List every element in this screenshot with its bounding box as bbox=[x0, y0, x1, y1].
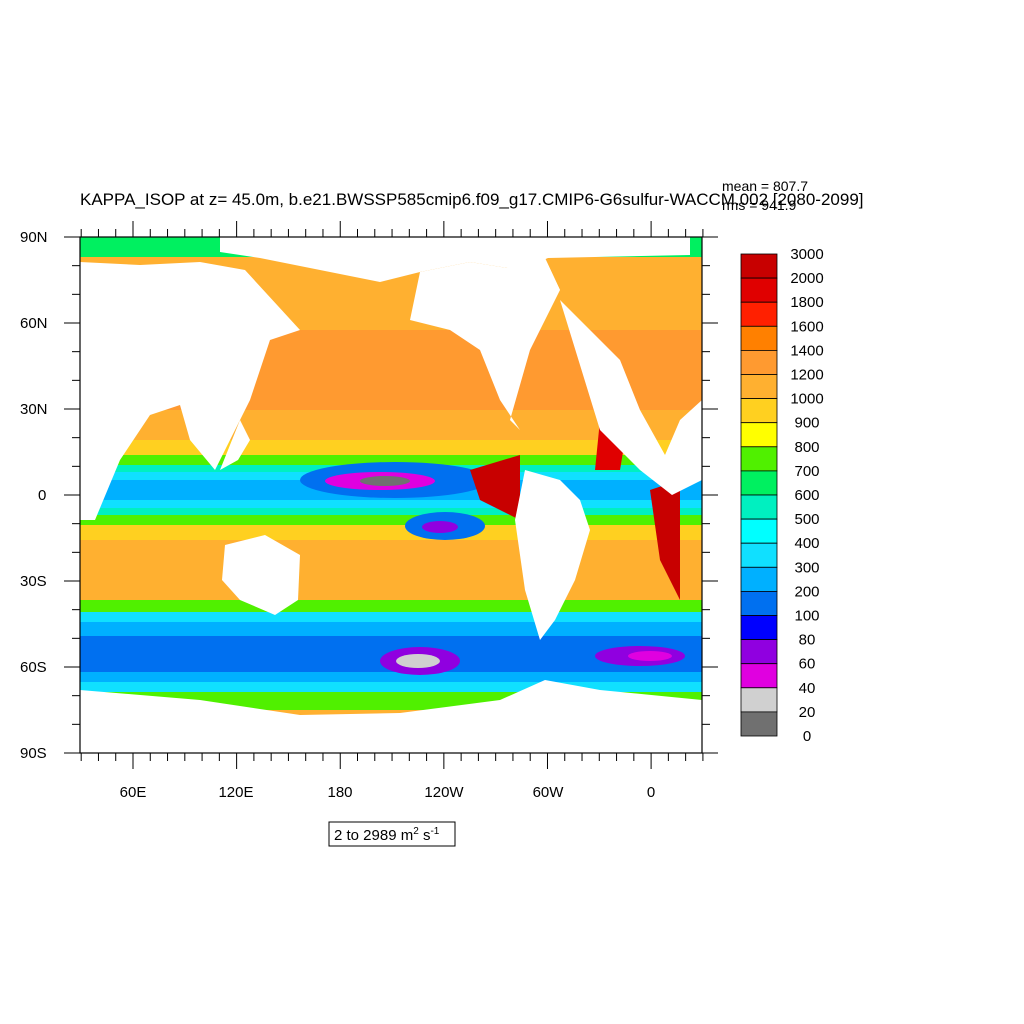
svg-text:2 to 2989 m2 s-1: 2 to 2989 m2 s-1 bbox=[334, 826, 440, 844]
colorbar-swatch bbox=[740, 639, 778, 665]
range-sup-2: -1 bbox=[430, 826, 439, 837]
colorbar-label: 2000 bbox=[790, 270, 823, 287]
colorbar-label: 0 bbox=[803, 728, 811, 745]
land-greenland bbox=[500, 258, 560, 300]
lat-label-90n: 90N bbox=[20, 229, 48, 246]
map-field bbox=[80, 237, 702, 753]
colorbar-swatch bbox=[740, 398, 778, 424]
colorbar-label: 1000 bbox=[790, 391, 823, 408]
colorbar-label: 60 bbox=[799, 656, 816, 673]
colorbar: 3000200018001600140012001000900800700600… bbox=[740, 246, 824, 745]
colorbar-label: 20 bbox=[799, 704, 816, 721]
mean-label: mean = 807.7 bbox=[722, 178, 808, 194]
colorbar-label: 100 bbox=[794, 608, 819, 625]
colorbar-label: 80 bbox=[799, 632, 816, 649]
colorbar-swatch bbox=[740, 422, 778, 448]
lat-label-0: 0 bbox=[38, 487, 46, 504]
land-australia bbox=[222, 535, 300, 615]
colorbar-swatch bbox=[740, 325, 778, 351]
lat-label-30s: 30S bbox=[20, 573, 47, 590]
range-mid: s bbox=[419, 827, 431, 844]
colorbar-swatch bbox=[740, 494, 778, 520]
lat-label-60n: 60N bbox=[20, 315, 48, 332]
land-africa bbox=[560, 300, 702, 495]
colorbar-swatch bbox=[740, 711, 778, 737]
colorbar-swatch bbox=[740, 542, 778, 568]
axis-ticks bbox=[64, 221, 718, 769]
colorbar-label: 300 bbox=[794, 559, 819, 576]
lon-label-0: 0 bbox=[647, 784, 655, 801]
colorbar-label: 3000 bbox=[790, 246, 823, 263]
colorbar-swatch bbox=[740, 349, 778, 375]
colorbar-swatch bbox=[740, 591, 778, 616]
colorbar-label: 600 bbox=[794, 487, 819, 504]
lat-label-90s: 90S bbox=[20, 745, 47, 762]
lon-labels: 60E 120E 180 120W 60W 0 bbox=[120, 784, 656, 801]
land-north-america bbox=[410, 258, 560, 440]
colorbar-label: 1200 bbox=[790, 367, 823, 384]
land-asia-east bbox=[220, 420, 250, 470]
colorbar-label: 500 bbox=[794, 511, 819, 528]
colorbar-swatch bbox=[740, 301, 778, 327]
lon-label-60w: 60W bbox=[533, 784, 565, 801]
colorbar-swatch bbox=[740, 277, 778, 303]
land-africa-eurasia bbox=[80, 262, 300, 520]
colorbar-label: 1600 bbox=[790, 318, 823, 335]
land-antarctica bbox=[80, 680, 702, 753]
lon-label-180: 180 bbox=[327, 784, 352, 801]
range-sup-1: 2 bbox=[413, 826, 419, 837]
colorbar-swatch bbox=[740, 470, 778, 496]
lat-label-30n: 30N bbox=[20, 401, 48, 418]
rms-label: rms = 941.9 bbox=[722, 197, 797, 213]
colorbar-swatch bbox=[740, 615, 778, 641]
lat-label-60s: 60S bbox=[20, 659, 47, 676]
colorbar-label: 800 bbox=[794, 439, 819, 456]
lon-label-120w: 120W bbox=[424, 784, 464, 801]
plot-title: KAPPA_ISOP at z= 45.0m, b.e21.BWSSP585cm… bbox=[80, 190, 864, 209]
colorbar-swatch bbox=[740, 663, 778, 689]
colorbar-label: 200 bbox=[794, 583, 819, 600]
colorbar-label: 1800 bbox=[790, 294, 823, 311]
land-south-america bbox=[515, 470, 590, 640]
lon-label-60e: 60E bbox=[120, 784, 147, 801]
range-label-box: 2 to 2989 m2 s-1 bbox=[328, 821, 456, 847]
colorbar-swatch bbox=[740, 687, 778, 713]
colorbar-label: 40 bbox=[799, 680, 816, 697]
range-prefix: 2 to 2989 m bbox=[334, 827, 413, 844]
colorbar-swatch bbox=[740, 446, 778, 472]
colorbar-label: 900 bbox=[794, 415, 819, 432]
colorbar-swatch bbox=[740, 253, 778, 279]
colorbar-label: 1400 bbox=[790, 342, 823, 359]
lon-label-120e: 120E bbox=[218, 784, 253, 801]
colorbar-label: 400 bbox=[794, 535, 819, 552]
colorbar-swatch bbox=[740, 566, 778, 592]
colorbar-label: 700 bbox=[794, 463, 819, 480]
colorbar-swatch bbox=[740, 374, 778, 400]
colorbar-swatch bbox=[740, 518, 778, 544]
lat-labels: 90N 60N 30N 0 30S 60S 90S bbox=[20, 229, 48, 762]
land-arctic bbox=[220, 237, 690, 282]
